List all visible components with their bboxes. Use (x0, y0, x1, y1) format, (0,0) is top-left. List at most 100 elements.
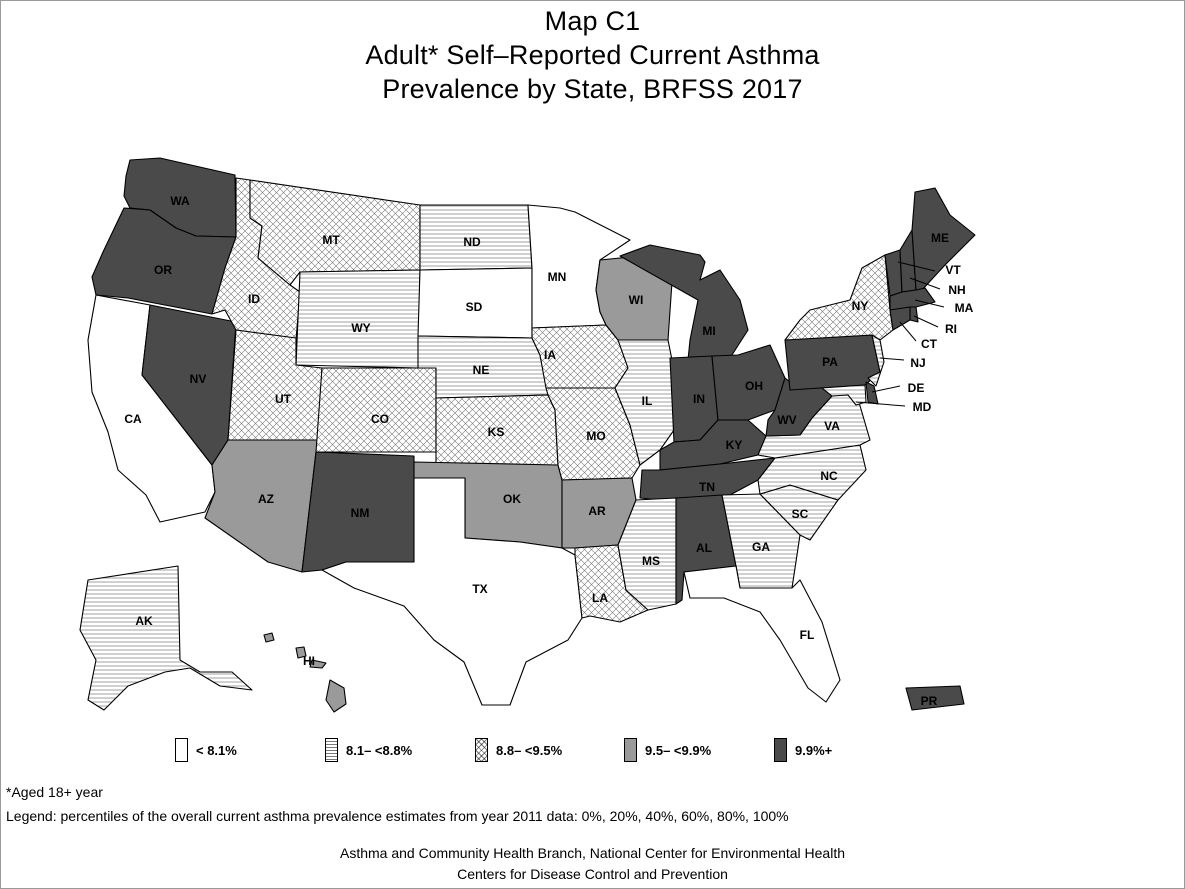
state-label-GA: GA (752, 540, 770, 554)
state-label-SC: SC (792, 507, 809, 521)
state-label-TX: TX (472, 582, 487, 596)
legend-item-cat2: 8.1– <8.8% (325, 738, 412, 762)
state-label-ND: ND (463, 235, 481, 249)
state-label-FL: FL (800, 628, 815, 642)
state-label-MT: MT (322, 233, 340, 247)
legend-label-cat4: 9.5– <9.9% (645, 742, 712, 758)
state-label-NE: NE (473, 363, 490, 377)
state-label-KS: KS (488, 425, 505, 439)
state-label-VT: VT (945, 263, 961, 277)
state-label-MN: MN (548, 270, 567, 284)
state-PR[interactable] (905, 685, 965, 711)
state-RI[interactable] (909, 306, 919, 323)
state-CO[interactable] (315, 367, 437, 453)
legend-label-cat1: < 8.1% (196, 742, 237, 758)
legend-item-cat5: 9.9%+ (774, 738, 832, 762)
state-label-MI: MI (702, 324, 715, 338)
leader-line-RI (913, 315, 939, 328)
state-label-PR: PR (921, 694, 938, 708)
state-label-WY: WY (351, 321, 370, 335)
state-IL[interactable] (614, 339, 675, 466)
state-label-WI: WI (629, 293, 644, 307)
state-label-NM: NM (351, 506, 370, 520)
leader-line-VT (897, 261, 936, 272)
footnote-aged: *Aged 18+ year (6, 784, 103, 800)
state-label-CT: CT (921, 337, 938, 351)
state-TX[interactable] (321, 477, 583, 706)
legend-item-cat3: 8.8– <9.5% (475, 738, 562, 762)
state-label-IA: IA (544, 348, 556, 362)
state-label-MD: MD (913, 400, 932, 414)
state-FL[interactable] (683, 565, 841, 703)
legend-item-cat4: 9.5– <9.9% (624, 738, 711, 762)
state-label-NH: NH (948, 283, 965, 297)
state-label-HI: HI (303, 654, 315, 668)
footnotes: *Aged 18+ year Legend: percentiles of th… (6, 780, 789, 828)
state-label-WA: WA (170, 194, 190, 208)
state-label-OH: OH (745, 379, 763, 393)
title-line-3: Prevalence by State, BRFSS 2017 (382, 74, 803, 104)
state-label-NC: NC (820, 469, 838, 483)
credit-line-1: Asthma and Community Health Branch, Nati… (339, 845, 846, 861)
state-label-OR: OR (154, 263, 172, 277)
legend-swatch-cat1 (175, 738, 188, 762)
state-label-PA: PA (822, 355, 838, 369)
title-line-1: Map C1 (544, 6, 641, 36)
legend-label-cat3: 8.8– <9.5% (496, 742, 563, 758)
state-label-SD: SD (466, 300, 483, 314)
state-AK[interactable] (79, 565, 253, 711)
leader-line-CT (899, 321, 917, 342)
leader-line-NH (909, 277, 941, 290)
state-label-VA: VA (824, 419, 840, 433)
state-label-AK: AK (135, 614, 153, 628)
leader-line-DE (871, 385, 901, 393)
legend-swatch-cat4 (624, 738, 637, 762)
map-title: Map C1 Adult* Self–Reported Current Asth… (0, 4, 1185, 106)
state-label-AR: AR (588, 504, 606, 518)
state-label-RI: RI (945, 322, 957, 336)
legend-swatch-cat3 (475, 738, 488, 762)
state-label-TN: TN (699, 480, 715, 494)
state-WY[interactable] (295, 269, 421, 369)
leader-line-NJ (879, 357, 905, 361)
state-label-KY: KY (726, 438, 743, 452)
legend-label-cat5: 9.9%+ (795, 742, 833, 758)
state-label-AZ: AZ (258, 492, 274, 506)
leader-line-MA (914, 299, 945, 308)
state-label-ME: ME (931, 231, 949, 245)
state-HI[interactable] (263, 632, 347, 713)
state-MD[interactable] (821, 384, 867, 406)
state-label-MA: MA (955, 301, 974, 315)
state-label-IL: IL (642, 394, 653, 408)
state-label-IN: IN (693, 392, 705, 406)
state-label-WV: WV (777, 413, 796, 427)
state-MI[interactable] (619, 244, 749, 361)
state-NJ[interactable] (867, 334, 885, 387)
legend-swatch-cat5 (774, 738, 787, 762)
credits: Asthma and Community Health Branch, Nati… (0, 843, 1185, 885)
title-line-2: Adult* Self–Reported Current Asthma (365, 40, 820, 70)
credit-line-2: Centers for Disease Control and Preventi… (457, 866, 728, 882)
state-CT[interactable] (889, 306, 911, 331)
state-label-MO: MO (586, 429, 605, 443)
state-label-DE: DE (908, 381, 925, 395)
state-label-ID: ID (248, 292, 260, 306)
leader-line-MD (855, 401, 906, 407)
state-label-OK: OK (503, 492, 521, 506)
footnote-legend: Legend: percentiles of the overall curre… (6, 808, 789, 824)
state-label-NV: NV (190, 372, 207, 386)
map-legend: < 8.1% 8.1– <8.8% 8.8– <9.5% 9.5– <9.9% … (0, 733, 1185, 779)
state-label-MS: MS (642, 554, 660, 568)
state-label-NY: NY (852, 299, 869, 313)
state-label-CA: CA (124, 412, 142, 426)
legend-swatch-cat2 (325, 738, 338, 762)
state-label-CO: CO (371, 412, 389, 426)
state-NY[interactable] (784, 254, 894, 341)
legend-label-cat2: 8.1– <8.8% (346, 742, 413, 758)
state-label-LA: LA (592, 591, 608, 605)
state-label-UT: UT (275, 392, 292, 406)
legend-item-cat1: < 8.1% (175, 738, 237, 762)
state-label-NJ: NJ (910, 356, 925, 370)
state-label-AL: AL (696, 541, 712, 555)
